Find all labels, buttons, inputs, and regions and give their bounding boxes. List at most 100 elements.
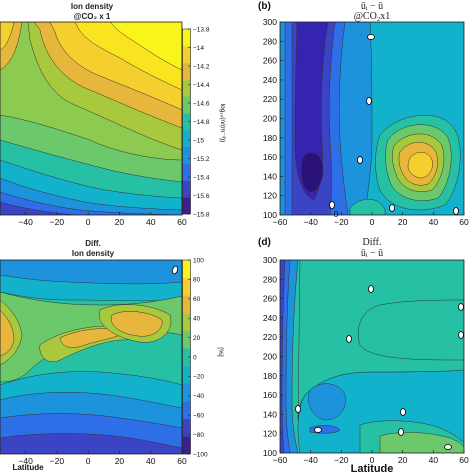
panel-b-zero-contour-marker	[367, 34, 375, 40]
panel-d-y-ticks: 100 120 140 160 180 200 220 240 260 280 300	[263, 255, 283, 458]
panel-b-zero-contour-marker	[389, 204, 395, 212]
panel-a-colorbar-color-step	[182, 79, 191, 97]
panel-d-x-tick-label: 60	[459, 455, 469, 465]
panel-a-colorbar-color-step	[182, 29, 191, 47]
panel-a-title-line1: Ion density	[71, 2, 114, 11]
panel-b-x-tick-label: −60	[273, 217, 288, 227]
panel-b-y-tick-label: 160	[263, 152, 277, 162]
panel-b-x-tick-label: −40	[303, 217, 318, 227]
panel-c-colorbar-tick-label: 100	[193, 257, 204, 264]
panel-d-y-tick-label: 280	[263, 274, 277, 284]
panel-d-y-tick-label: 300	[263, 255, 277, 265]
panel-c-colorbar-color-step	[182, 436, 191, 455]
panel-c-x-tick-label: −20	[50, 456, 65, 466]
panel-c-colorbar-color-step	[182, 348, 191, 367]
panel-c-colorbar-color-step	[182, 383, 191, 402]
panel-d-title-line1: Diff.	[363, 237, 382, 248]
panel-c-colorbar-color-step	[182, 295, 191, 314]
panel-c-colorbar-tick-label: −100	[193, 451, 208, 458]
panel-c-colorbar-tick-label: −60	[193, 413, 204, 420]
panel-a-colorbar-tick-label: −15	[193, 137, 204, 144]
panel-b-x-tick-label: 60	[459, 217, 469, 227]
panel-c-colorbar-tick-label: 20	[193, 335, 201, 342]
panel-b-y-tick-label: 100	[263, 210, 277, 220]
panel-d-x-tick-label: 0	[370, 455, 375, 465]
panel-c-xlabel: Latitude	[12, 463, 44, 472]
panel-d-y-tick-label: 260	[263, 294, 277, 304]
panel-c-x-tick-label: 20	[115, 456, 125, 466]
panel-a-colorbar-color-step	[182, 113, 191, 131]
panel-d-y-tick-label: 100	[263, 448, 277, 458]
panel-c-contour-field	[0, 260, 182, 454]
panel-b-x-ticks: −60 −40 −20 0 20 40 60	[273, 212, 469, 227]
panel-b-y-tick-label: 220	[263, 94, 277, 104]
panel-b-x-tick-label: −20	[334, 217, 349, 227]
panel-d: (d) Diff. ūᵢ − ū 100 120	[258, 237, 469, 474]
panel-c-colorbar-color-step	[182, 401, 191, 420]
panel-a-colorbar-tick-label: −14	[193, 45, 204, 52]
panel-a-title-line2: @CO₂ x 1	[74, 12, 111, 21]
panel-b-y-tick-label: 140	[263, 171, 277, 181]
panel-b-y-tick-label: 280	[263, 36, 277, 46]
panel-a-colorbar-tick-label: −14.4	[193, 82, 210, 89]
panel-a-colorbar-tick-label: −15.4	[193, 174, 210, 181]
panel-c-title-line1: Diff.	[85, 239, 101, 248]
panel-c-colorbar: 100 80 60 40 20 0 −20 −40 −60 −80 −100 [%]	[182, 257, 224, 458]
panel-b-letter: (b)	[258, 1, 271, 12]
panel-c-colorbar-tick-label: 40	[193, 316, 201, 323]
panel-b-zero-contour-marker	[366, 97, 372, 105]
panel-a-colorbar-tick-label: −15.8	[193, 211, 210, 218]
panel-c-colorbar-tick-label: 60	[193, 296, 201, 303]
panel-a-colorbar-tick-label: −14.6	[193, 100, 210, 107]
panel-a-colorbar-tick-label: −13.8	[193, 26, 210, 33]
panel-a-colorbar-label: log₁₀(n/(m⁻³))	[219, 104, 226, 143]
panel-a-x-tick-label: 20	[115, 217, 125, 227]
panel-d-zero-contour-marker	[346, 335, 352, 343]
panel-c-colorbar-label: [%]	[217, 347, 224, 357]
panel-b-title-line1: ūᵢ − ū	[361, 1, 383, 12]
panel-c-x-tick-label: 60	[177, 456, 187, 466]
panel-d-y-tick-label: 140	[263, 409, 277, 419]
panel-d-y-tick-label: 240	[263, 313, 277, 323]
panel-a-colorbar-color-step	[182, 129, 191, 148]
panel-b-y-tick-label: 260	[263, 56, 277, 66]
panel-a-colorbar-color-step	[182, 163, 191, 181]
panel-a-x-tick-label: −20	[50, 217, 65, 227]
panel-b-y-tick-label: 180	[263, 133, 277, 143]
panel-d-zero-contour-marker	[295, 405, 301, 413]
panel-a-colorbar-tick-label: −15.2	[193, 156, 210, 163]
panel-d-contour-labels	[295, 285, 464, 450]
panel-c-x-ticks: −40 −20 0 20 40 60	[18, 451, 187, 466]
panel-c-colorbar-ticks: 100 80 60 40 20 0 −20 −40 −60 −80 −100	[188, 257, 208, 458]
panel-b-zero-contour-marker	[329, 201, 335, 209]
panel-d-y-tick-label: 220	[263, 332, 277, 342]
panel-d-y-tick-label: 160	[263, 390, 277, 400]
panel-c-x-tick-label: 0	[86, 456, 91, 466]
panel-d-zero-contour-marker	[314, 427, 322, 433]
panel-d-zero-contour-marker	[444, 444, 452, 450]
panel-a-colorbar-color-step	[182, 146, 191, 164]
panel-c-colorbar-color-step	[182, 277, 191, 296]
panel-a-colorbar-tick-label: −15.6	[193, 193, 210, 200]
panel-d-zero-contour-marker	[398, 428, 404, 436]
panel-d-letter: (d)	[258, 237, 271, 248]
panel-c-title-line2: Ion density	[72, 249, 115, 258]
panel-a-colorbar-color-step	[182, 96, 191, 114]
panel-a-x-tick-label: 40	[146, 217, 156, 227]
panel-a-x-tick-label: 60	[177, 217, 187, 227]
panel-c-colorbar-tick-label: 80	[193, 277, 201, 284]
panel-c-frame	[0, 259, 183, 455]
panel-d-x-tick-label: 20	[398, 455, 408, 465]
panel-a-colorbar-color-step	[182, 62, 191, 80]
panel-b-y-tick-label: 200	[263, 114, 277, 124]
panel-b-y-tick-label: 120	[263, 191, 277, 201]
panel-d-x-tick-label: −20	[334, 455, 349, 465]
panel-b-y-tick-label: 300	[263, 17, 277, 27]
panel-c-x-tick-label: −40	[18, 456, 33, 466]
panel-b-contour-value-label: 0	[334, 209, 339, 219]
panel-d-y-tick-label: 180	[263, 371, 277, 381]
panel-d-x-tick-label: −60	[273, 455, 288, 465]
panel-b-x-tick-label: 40	[429, 217, 439, 227]
